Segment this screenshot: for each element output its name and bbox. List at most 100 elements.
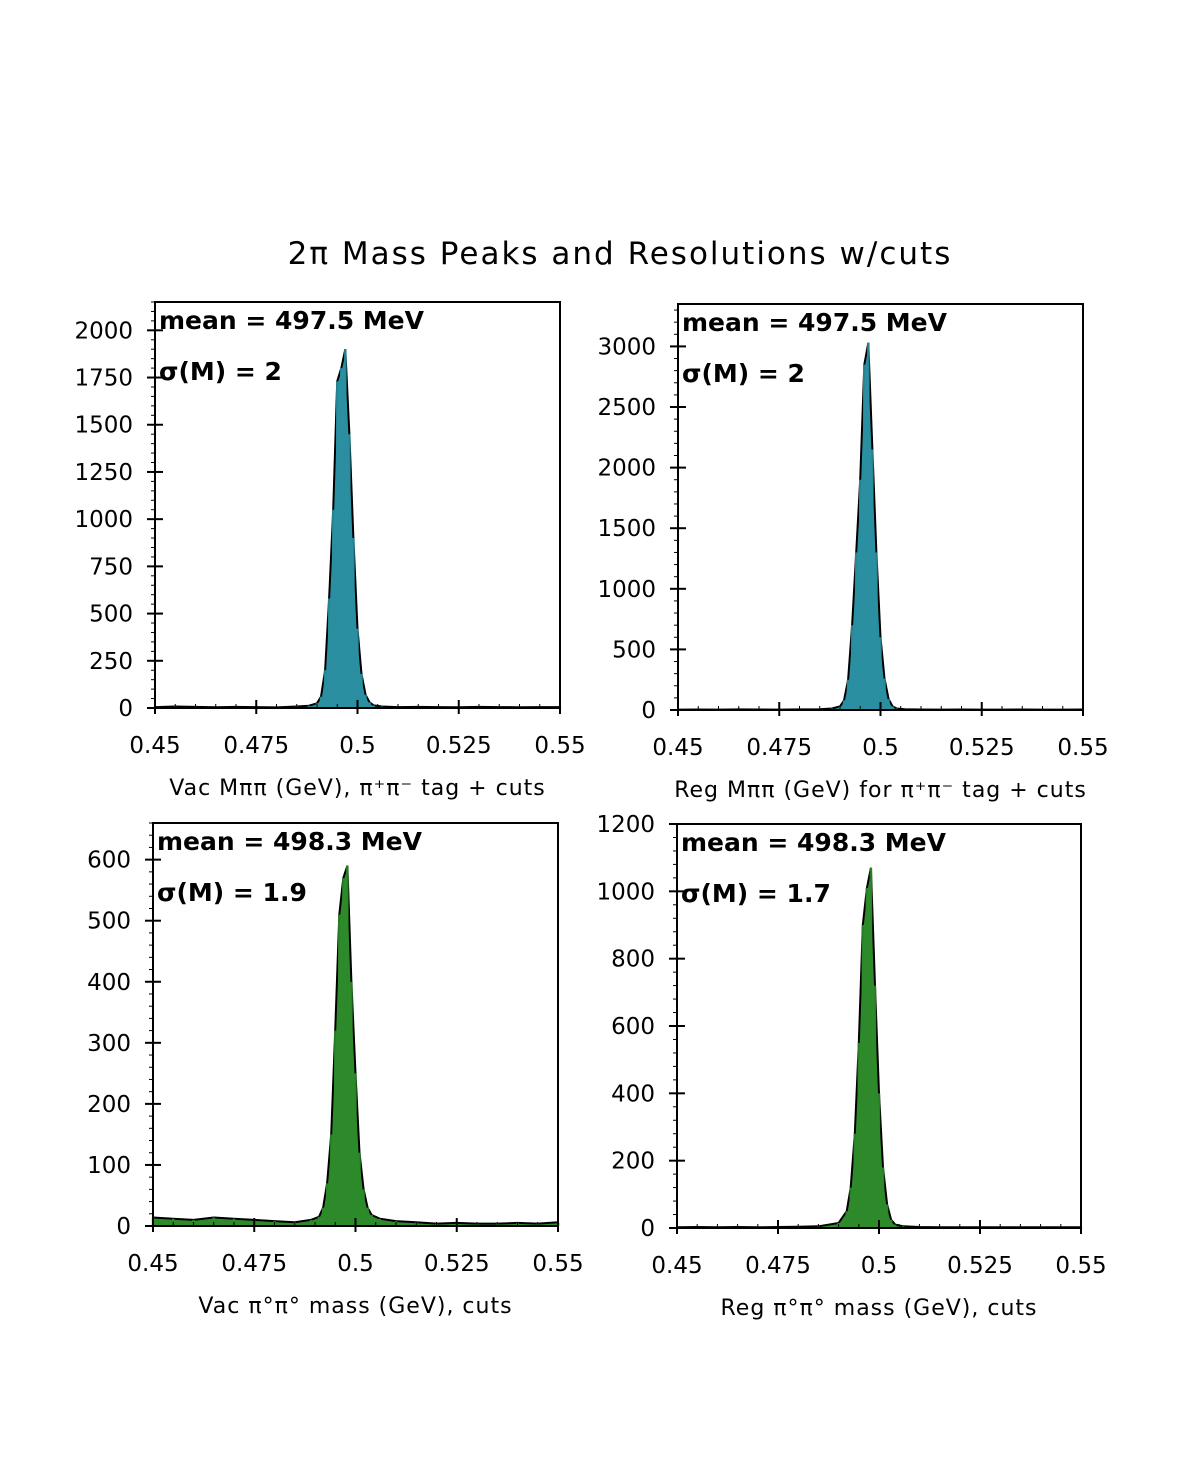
- histogram-panel-2: 0 500 1000 1500 2000 2500 3000 0.45 0.475 0.5 0.52…: [597, 303, 1109, 803]
- mean-label: mean = 498.3 MeV: [157, 827, 423, 856]
- x-tick-label: 0.45: [651, 1253, 702, 1279]
- y-tick-label: 250: [89, 649, 133, 675]
- sigma-label: σ(M) = 1.9: [157, 878, 307, 907]
- x-axis-label: Reg π°π° mass (GeV), cuts: [720, 1296, 1037, 1321]
- sigma-label: σ(M) = 2: [159, 357, 282, 386]
- y-tick-label: 500: [87, 909, 131, 935]
- y-tick-label: 600: [87, 848, 131, 874]
- y-tick-label: 750: [89, 554, 133, 580]
- y-tick-label: 500: [89, 602, 133, 628]
- y-tick-label: 2500: [597, 395, 656, 421]
- histogram-bin: [362, 1189, 365, 1226]
- histogram-bin: [364, 694, 367, 708]
- y-tick-label: 2000: [74, 318, 133, 344]
- y-tick-label: 0: [641, 698, 656, 724]
- y-tick-label: 200: [611, 1149, 655, 1175]
- histogram-bin: [340, 368, 343, 708]
- histogram-bin: [879, 637, 882, 710]
- y-tick-label: 1000: [74, 507, 133, 533]
- x-tick-label: 0.55: [1057, 735, 1108, 761]
- x-tick-label: 0.55: [532, 1251, 583, 1277]
- x-tick-label: 0.5: [861, 1253, 898, 1279]
- mean-label: mean = 498.3 MeV: [681, 828, 947, 857]
- histogram-bin: [842, 700, 846, 710]
- histogram-bin: [891, 706, 894, 710]
- histogram-bin: [331, 509, 335, 708]
- x-axis-label: Vac Mππ (GeV), π⁺π⁻ tag + cuts: [169, 776, 546, 801]
- x-tick-label: 0.525: [949, 735, 1015, 761]
- histogram-bin: [849, 1187, 852, 1228]
- histogram-bin: [338, 914, 341, 1226]
- x-tick-label: 0.5: [862, 735, 899, 761]
- y-tick-label: 1500: [597, 516, 656, 542]
- y-tick-label: 200: [87, 1092, 131, 1118]
- histogram-panel-1: 0 250 500 750 1000 1250 1500 1750 2000 0.45 0.475 0…: [74, 301, 586, 801]
- histogram-bin: [334, 1030, 337, 1226]
- y-tick-label: 800: [611, 947, 655, 973]
- mean-label: mean = 497.5 MeV: [682, 308, 948, 337]
- x-tick-label: 0.5: [339, 733, 376, 759]
- x-tick-label: 0.55: [1055, 1253, 1106, 1279]
- y-tick-label: 300: [87, 1031, 131, 1057]
- x-tick-label: 0.45: [129, 733, 180, 759]
- y-tick-label: 0: [116, 1214, 131, 1240]
- histogram-bin: [346, 865, 349, 1226]
- x-tick-label: 0.45: [127, 1251, 178, 1277]
- x-tick-label: 0.525: [426, 733, 492, 759]
- histogram-bin: [850, 625, 854, 710]
- histogram-bin: [877, 1093, 881, 1228]
- histogram-bin: [869, 867, 873, 1228]
- histogram-bin: [344, 349, 347, 708]
- histogram-bin: [368, 702, 371, 708]
- histogram-bin: [350, 981, 353, 1226]
- x-tick-label: 0.475: [223, 733, 289, 759]
- histogram-bin: [871, 449, 874, 710]
- y-tick-label: 2000: [597, 456, 656, 482]
- x-tick-label: 0.475: [745, 1253, 811, 1279]
- histogram-bin: [348, 434, 351, 708]
- y-tick-label: 600: [611, 1014, 655, 1040]
- y-tick-label: 400: [611, 1081, 655, 1107]
- histogram-bin: [354, 1073, 357, 1226]
- histogram-bin: [352, 538, 355, 708]
- histogram-bin: [865, 888, 869, 1228]
- histogram-bin: [859, 479, 862, 710]
- histogram-bin: [329, 1134, 333, 1226]
- histogram-bin: [845, 1211, 848, 1228]
- histogram-bin: [317, 1216, 321, 1226]
- histogram-bin: [325, 1183, 329, 1226]
- histogram-bin: [893, 1224, 897, 1228]
- histogram-bin: [889, 1219, 893, 1228]
- y-tick-label: 1250: [74, 460, 133, 486]
- y-tick-label: 3000: [597, 334, 656, 360]
- y-tick-label: 1200: [596, 812, 655, 838]
- histogram-bin: [875, 552, 878, 710]
- histogram-bin: [378, 1218, 381, 1226]
- histogram-bin: [885, 1204, 889, 1228]
- y-tick-label: 1750: [74, 366, 133, 392]
- histogram-bin: [327, 598, 331, 708]
- histogram-bin: [370, 1215, 373, 1226]
- x-tick-label: 0.525: [424, 1251, 490, 1277]
- y-tick-label: 100: [87, 1153, 131, 1179]
- histogram-panel-3: 0 100 200 300 400 500 600 0.45 0.475 0.5 0.525 0.55…: [87, 822, 584, 1319]
- histogram-bin: [366, 1207, 369, 1226]
- histogram-bin: [881, 1167, 885, 1228]
- x-tick-label: 0.5: [337, 1251, 374, 1277]
- histogram-bin: [319, 696, 323, 708]
- histogram-bin: [356, 628, 359, 708]
- histogram-bin: [212, 1217, 215, 1226]
- histogram-panel-4: 0 200 400 600 800 1000 1200 0.45 0.475 0.5 0.525 0.…: [596, 812, 1106, 1321]
- histogram-bin: [887, 699, 890, 710]
- y-tick-label: 500: [612, 637, 656, 663]
- histogram-bin: [336, 381, 339, 708]
- histogram-bin: [342, 878, 345, 1226]
- x-tick-label: 0.525: [947, 1253, 1013, 1279]
- y-tick-label: 1500: [74, 413, 133, 439]
- sigma-label: σ(M) = 1.7: [681, 879, 831, 908]
- y-tick-label: 1000: [596, 879, 655, 905]
- histogram-bin: [854, 552, 858, 710]
- histogram-bin: [867, 342, 870, 710]
- histogram-bin: [309, 1219, 313, 1226]
